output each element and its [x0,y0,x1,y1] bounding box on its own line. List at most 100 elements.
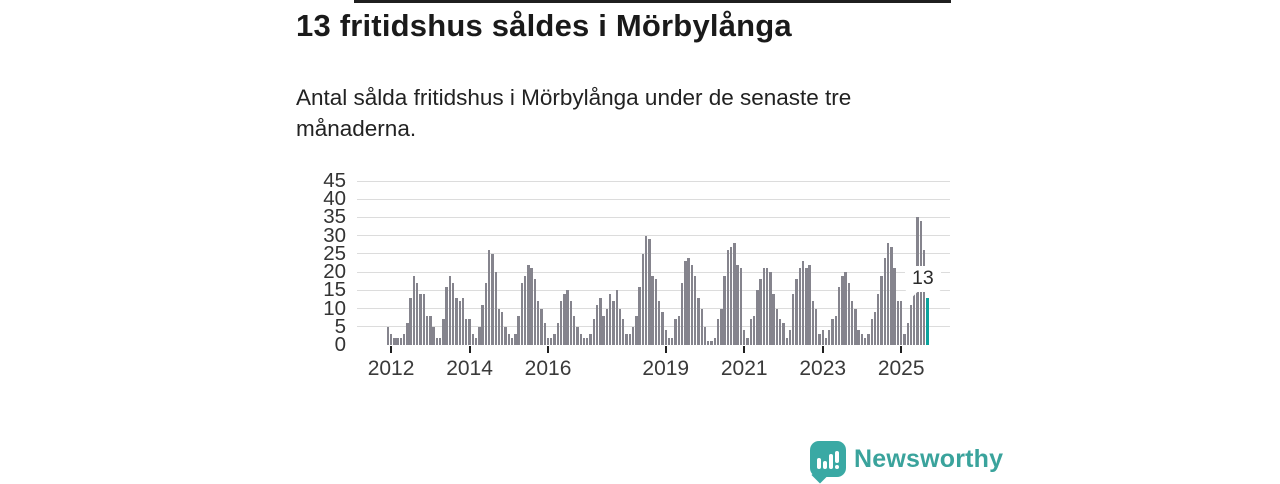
bar [677,315,681,345]
x-tick-label: 2025 [877,357,925,380]
bar [468,319,471,345]
bar [504,326,507,345]
bar [507,334,510,345]
bar [458,301,461,345]
bar [798,268,801,345]
bar [455,297,458,345]
y-tick-label: 10 [323,296,346,320]
gridline [357,180,950,182]
bar [523,275,527,345]
bar [550,337,553,345]
bar [824,337,828,345]
bar [563,293,566,345]
bar [841,275,844,345]
bar [779,319,782,345]
x-tick [743,346,746,353]
bar [448,275,452,345]
bar [517,315,520,345]
bar [903,334,906,345]
bar [899,301,903,345]
bar [402,334,406,345]
bar [788,330,792,345]
bar [592,319,595,345]
bar [579,334,582,345]
x-tick-label: 2019 [642,357,690,380]
bar [641,253,645,345]
bar [566,290,569,345]
bar [494,272,497,345]
bar [406,323,409,345]
bar [435,337,439,345]
x-tick [468,346,471,353]
bar [569,301,573,345]
bar [854,308,857,345]
bar [425,315,429,345]
bar [775,308,779,345]
bar [612,301,615,345]
bar [877,293,880,345]
bar [651,275,654,345]
bar [667,337,671,345]
bar [720,308,723,345]
bar [399,337,403,345]
bar [922,250,926,345]
bar [546,337,550,345]
y-tick-label: 20 [323,260,346,284]
x-tick-label: 2023 [799,357,847,380]
bar [759,279,762,345]
bar [765,268,769,345]
chart-subtitle: Antal sålda fritidshus i Mörbylånga unde… [296,85,852,142]
bar [811,301,815,345]
bar [772,293,775,345]
bar [762,268,766,345]
gridline [357,216,950,218]
bar [664,330,667,345]
latest-value-label: 13 [905,266,941,292]
bar [510,337,514,345]
bar [442,319,445,345]
bar [782,323,785,345]
bar [487,250,491,345]
bar [880,275,883,345]
gridline [357,271,950,273]
x-tick [900,346,903,353]
y-tick-label: 40 [323,187,346,211]
x-axis-line [354,0,951,3]
y-tick-label: 25 [323,241,346,265]
bar [690,264,694,345]
x-tick-label: 2021 [720,357,768,380]
bar [416,283,419,345]
bar [419,293,422,345]
bar [576,326,579,345]
bar [543,323,546,345]
bar [693,275,697,345]
bar [484,283,488,345]
bar [736,264,739,345]
bar [821,330,824,345]
bar [828,330,831,345]
bar [602,315,605,345]
bar [530,268,533,345]
bar [716,319,720,345]
bar [733,242,736,345]
bar [831,319,834,345]
bar [625,334,628,345]
bar [837,286,841,345]
bar [658,301,661,345]
bar [438,337,442,345]
bar [684,261,687,345]
bar [553,334,556,345]
bar [713,337,716,345]
gridline [357,253,950,255]
bar [739,268,743,345]
bar [422,293,425,345]
gridline [357,198,950,200]
bar [537,301,540,345]
bar [514,334,517,345]
bar [501,312,504,345]
bar [756,290,759,345]
x-tick-label: 2012 [367,357,415,380]
bar [909,304,913,345]
bar [638,286,641,345]
